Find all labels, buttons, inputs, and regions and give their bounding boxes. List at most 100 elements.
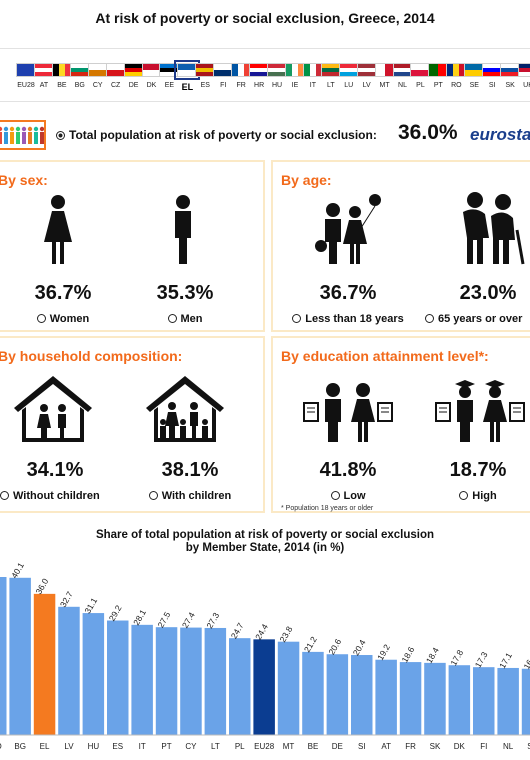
flag-code: PT	[433, 82, 443, 89]
bar-lv[interactable]	[58, 606, 80, 735]
woman-icon	[44, 195, 72, 264]
bar-value-label: 17.8	[448, 648, 465, 668]
bar-si[interactable]	[351, 655, 373, 735]
bar-pt[interactable]	[155, 627, 178, 735]
category-tick-label: PL	[235, 742, 245, 751]
stat-women: 36.7% Women	[8, 282, 118, 325]
category-tick-label: FR	[405, 742, 416, 751]
stat-with-children: 38.1% With children	[125, 459, 255, 502]
bar-sk[interactable]	[424, 662, 446, 735]
low-education-value: 41.8%	[319, 459, 377, 481]
person-icon-head	[0, 126, 3, 132]
flag-code: LT	[326, 82, 335, 89]
bar-value-label: 19.2	[375, 642, 392, 662]
flag-si[interactable]: SI	[481, 63, 503, 89]
bar-value-label: 24.7	[229, 621, 246, 641]
panel-title-sex: By sex:	[0, 172, 48, 188]
bar-dk[interactable]	[448, 665, 471, 735]
with-children-label: With children	[161, 490, 232, 502]
women-label: Women	[49, 313, 90, 325]
men-value: 35.3%	[156, 282, 214, 304]
total-radio[interactable]	[56, 131, 65, 140]
bar-pl[interactable]	[229, 638, 251, 735]
without-children-radio[interactable]	[0, 491, 9, 500]
high-education-radio[interactable]	[459, 491, 469, 500]
bar-es[interactable]	[107, 620, 129, 735]
old-radio[interactable]	[425, 314, 434, 323]
man-icon	[175, 195, 191, 264]
house-adults-icon	[14, 376, 92, 442]
flag-code: SI	[488, 82, 496, 89]
flag-uk[interactable]: UK	[517, 63, 530, 89]
category-tick-label: LT	[211, 742, 220, 751]
flag-code: LU	[344, 82, 354, 89]
women-radio[interactable]	[36, 314, 46, 323]
flag-it[interactable]: IT	[302, 63, 324, 89]
bar-se[interactable]	[521, 668, 530, 735]
total-value: 36.0%	[398, 121, 458, 144]
bar-value-label: 17.1	[497, 651, 514, 671]
flag-code: DK	[146, 82, 157, 89]
person-icon-head	[27, 126, 33, 132]
men-radio[interactable]	[167, 314, 177, 323]
women-value: 36.7%	[34, 282, 92, 304]
population-icon[interactable]	[0, 120, 46, 150]
bar-value-label: 23.8	[277, 624, 294, 644]
low-education-radio[interactable]	[330, 491, 340, 500]
bar-hu[interactable]	[82, 613, 105, 735]
flag-code: UK	[523, 82, 530, 89]
flag-uk-icon	[518, 63, 530, 77]
category-tick-label: DK	[454, 742, 466, 751]
flag-code: CY	[92, 82, 103, 89]
bar-value-label: 27.3	[204, 611, 221, 631]
elderly-icon	[463, 192, 525, 265]
flag-code: AT	[39, 82, 49, 89]
with-children-radio[interactable]	[148, 491, 158, 500]
flag-hu[interactable]: HU	[266, 63, 288, 89]
flag-dk[interactable]: DK	[141, 63, 163, 89]
bar-value-label: 20.4	[351, 638, 368, 658]
bar-mt[interactable]	[277, 641, 300, 735]
category-tick-label: PT	[161, 742, 171, 751]
house-family-icon	[146, 376, 224, 442]
bar-lt[interactable]	[204, 627, 227, 735]
person-icon-head	[21, 126, 27, 132]
stat-without-children: 34.1% Without children	[0, 459, 120, 502]
category-tick-label: EL	[40, 742, 50, 751]
category-tick-label: ES	[112, 742, 123, 751]
category-tick-label: SI	[358, 742, 366, 751]
flag-code: FI	[220, 82, 227, 89]
bar-value-label: 18.4	[424, 645, 441, 665]
education-footnote: * Population 18 years or older	[281, 505, 374, 512]
bar-be[interactable]	[302, 651, 324, 735]
bar-eu28[interactable]	[253, 639, 275, 735]
bar-value-label: 16.9	[521, 651, 530, 671]
bar-value-label: 40.1	[9, 560, 26, 580]
category-tick-label: BE	[308, 742, 319, 751]
person-icon-head	[39, 126, 45, 132]
men-label: Men	[180, 313, 203, 325]
category-tick-label: NL	[503, 742, 514, 751]
bar-de[interactable]	[326, 654, 349, 735]
bar-bg[interactable]	[9, 577, 31, 735]
bar-el[interactable]	[33, 593, 56, 735]
stat-men: 35.3% Men	[130, 282, 240, 325]
bar-fr[interactable]	[399, 662, 422, 735]
category-tick-label: SK	[430, 742, 441, 751]
bar-ro[interactable]	[0, 577, 7, 735]
high-education-icon	[435, 380, 525, 442]
bar-cy[interactable]	[180, 627, 202, 735]
bar-value-label: 28.1	[131, 607, 148, 627]
person-icon-head	[3, 126, 9, 132]
bar-it[interactable]	[131, 624, 153, 735]
total-label-text: Total population at risk of poverty or s…	[69, 128, 377, 142]
panel-by-education: By education attainment level*: 41.8% Lo…	[271, 336, 530, 513]
category-tick-label: MT	[283, 742, 295, 751]
bar-at[interactable]	[375, 659, 397, 735]
bar-fi[interactable]	[473, 667, 495, 735]
bar-nl[interactable]	[497, 667, 519, 735]
flag-code: PL	[416, 82, 425, 89]
young-radio[interactable]	[292, 314, 302, 323]
bar-value-label: 18.6	[399, 645, 416, 665]
